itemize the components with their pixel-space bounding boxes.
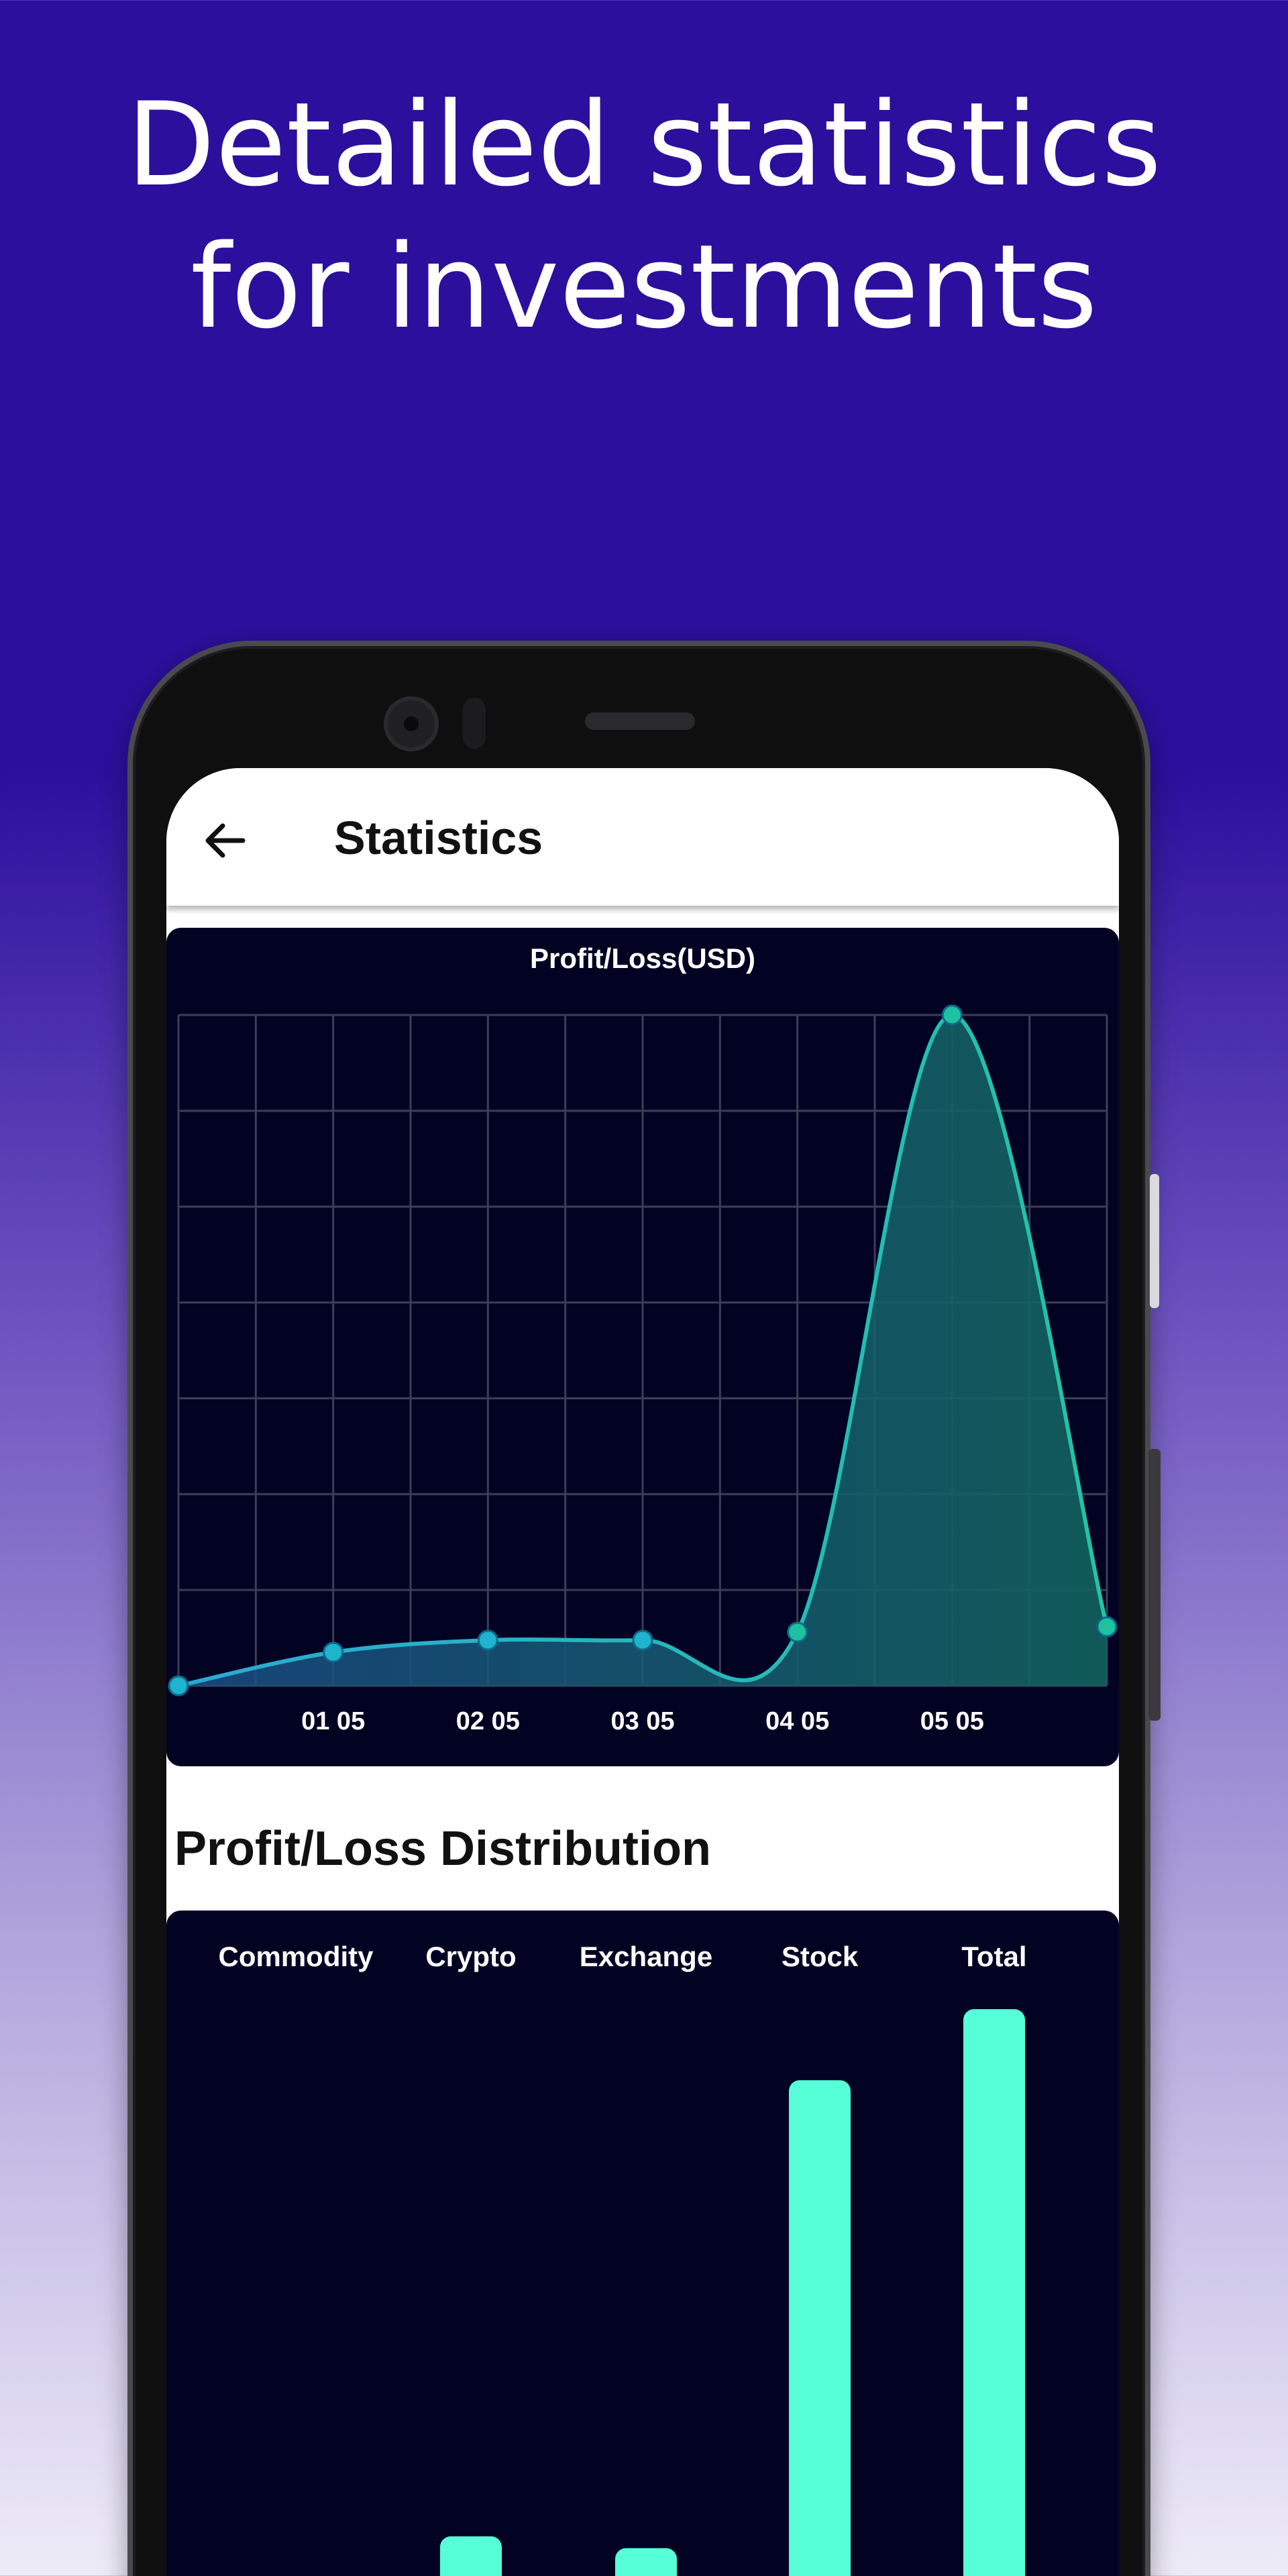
distribution-bar-chart: Commodity Crypto Exchange Stock Total [219,1941,1027,2576]
data-point[interactable] [168,1675,189,1697]
bar-category-label: Crypto [425,1941,516,1972]
chart-area-fill [178,1014,1107,1686]
arrow-left-icon[interactable] [199,814,252,867]
bar-exchange[interactable] [615,2548,677,2576]
proximity-sensor [463,698,486,749]
phone-side-button-lower [1148,1449,1161,1721]
profit-loss-line-chart: 01 05 02 05 03 05 04 05 05 05 [168,1004,1118,1735]
headline-line-2: for investments [190,219,1098,354]
distribution-chart-card: Commodity Crypto Exchange Stock Total [166,1911,1119,2576]
data-point[interactable] [941,1004,963,1026]
data-point[interactable] [787,1621,808,1643]
bar-category-label: Exchange [580,1941,712,1972]
distribution-section-title: Profit/Loss Distribution [174,1822,711,1876]
front-camera [384,696,439,751]
x-tick-label: 01 05 [301,1707,365,1735]
bar-stock[interactable] [789,2080,851,2576]
data-point[interactable] [323,1642,344,1663]
x-tick-label: 02 05 [456,1707,520,1735]
x-tick-label: 03 05 [610,1707,674,1735]
bar-total[interactable] [963,2009,1025,2576]
phone-side-button-upper [1150,1174,1159,1308]
headline-line-1: Detailed statistics [126,77,1162,212]
data-point[interactable] [632,1629,653,1651]
earpiece-speaker [585,712,695,730]
chart-title: Profit/Loss(USD) [530,943,755,974]
data-point[interactable] [477,1629,498,1651]
page-title: Statistics [334,812,543,864]
x-tick-label: 05 05 [920,1707,984,1735]
promo-headline: Detailed statistics for investments [0,74,1288,358]
data-point[interactable] [1096,1616,1118,1638]
bar-category-label: Stock [782,1941,859,1972]
bar-crypto[interactable] [440,2536,502,2576]
profit-loss-chart-card: Profit/Loss(USD) 01 05 02 05 03 05 04 05 05 … [166,928,1119,1766]
series-line [178,1012,1109,1688]
app-screen: Statistics Profit/Loss(USD) 01 05 02 05 03… [166,768,1119,2576]
app-bar: Statistics [166,768,1119,906]
bar-category-label: Commodity [219,1941,374,1972]
x-tick-label: 04 05 [765,1707,829,1735]
bar-category-label: Total [961,1941,1026,1972]
